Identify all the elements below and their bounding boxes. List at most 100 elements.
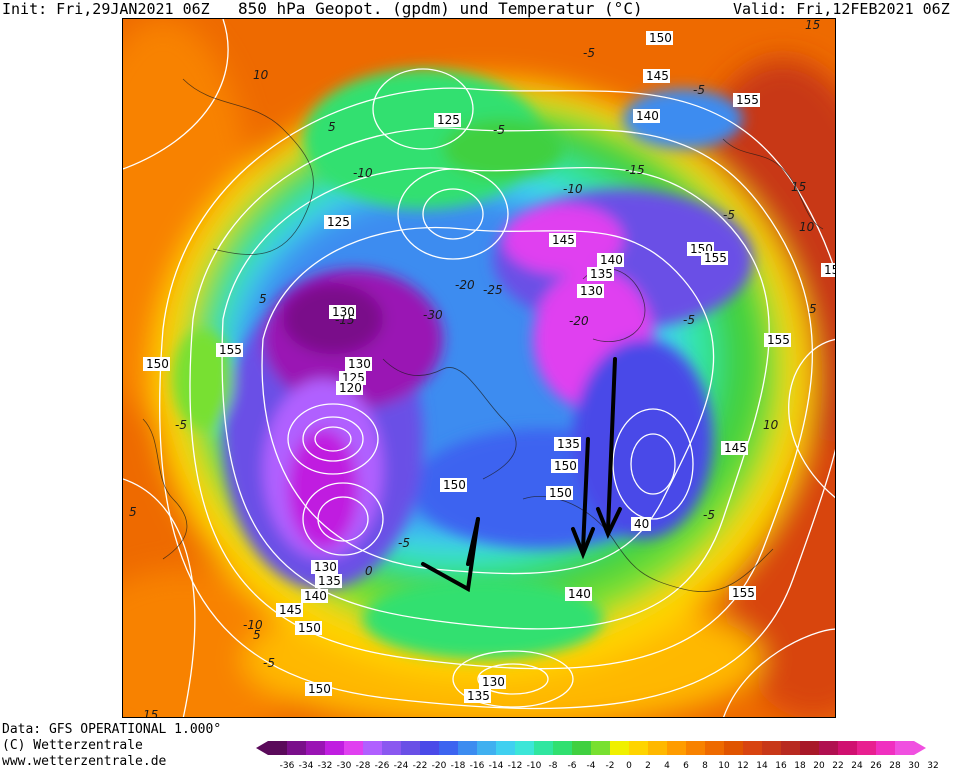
geopotential-label: 145 — [721, 441, 748, 455]
svg-text:135: 135 — [467, 689, 490, 703]
svg-text:145: 145 — [279, 603, 302, 617]
geopotential-label: 155 — [733, 93, 760, 107]
colorbar-tick-label: -34 — [299, 761, 314, 770]
geopotential-label: 130 — [577, 284, 604, 298]
svg-text:155: 155 — [219, 343, 242, 357]
colorbar-swatch — [610, 741, 629, 755]
data-source: Data: GFS OPERATIONAL 1.000° — [2, 722, 222, 737]
colorbar-tick-label: 6 — [683, 761, 689, 770]
colorbar-tick-label: -12 — [508, 761, 523, 770]
weather-map[interactable]: 150 145 155 140 125 125 145 140 150 155 135 130 130 1… — [122, 18, 836, 718]
geopotential-label: 145 — [549, 233, 576, 247]
colorbar-tick-label: 22 — [832, 761, 843, 770]
colorbar-tick-label: 20 — [813, 761, 825, 770]
colorbar-tick-label: 16 — [775, 761, 787, 770]
colorbar-swatch — [420, 741, 439, 755]
valid-time: Valid: Fri,12FEB2021 06Z — [733, 0, 950, 18]
colorbar-tick-label: 24 — [851, 761, 863, 770]
svg-text:130: 130 — [332, 305, 355, 319]
svg-text:140: 140 — [600, 253, 623, 267]
svg-text:135: 135 — [590, 267, 613, 281]
colorbar-swatch — [534, 741, 553, 755]
svg-text:145: 145 — [552, 233, 575, 247]
geopotential-labels: 1501451551401251251451401501551351301301… — [143, 31, 836, 703]
colorbar-swatch — [629, 741, 648, 755]
colorbar-swatch — [648, 741, 667, 755]
geopotential-label: 150 — [295, 621, 322, 635]
temperature-isotherm-label: 10 — [763, 418, 779, 432]
colorbar-tick-label: -32 — [318, 761, 333, 770]
colorbar-swatch — [800, 741, 819, 755]
geopotential-label: 130 — [329, 305, 356, 319]
geopotential-label: 130 — [479, 675, 506, 689]
temperature-isotherm-label: -30 — [423, 308, 443, 322]
temperature-isotherm-label: 5 — [809, 302, 817, 316]
geopotential-label: 125 — [324, 215, 351, 229]
svg-text:150: 150 — [649, 31, 672, 45]
temperature-isotherm-label: -15 — [335, 313, 355, 327]
temperature-colorbar: -36 -34 -32 -30 -28 -26 -24 -22 -20 -18 -16 -14 -12-… — [256, 741, 939, 770]
geopotential-label: 140 — [633, 109, 660, 123]
svg-text:40: 40 — [634, 517, 649, 531]
svg-text:125: 125 — [437, 113, 460, 127]
colorbar-tick-label: 18 — [794, 761, 806, 770]
svg-text:155: 155 — [767, 333, 790, 347]
svg-text:150: 150 — [146, 357, 169, 371]
temperature-isotherm-label: -5 — [263, 656, 275, 670]
svg-text:130: 130 — [314, 560, 337, 574]
colorbar-swatch — [838, 741, 857, 755]
colorbar-swatch — [895, 741, 914, 755]
website-link[interactable]: www.wetterzentrale.de — [2, 754, 167, 769]
temperature-isotherm-label: -25 — [483, 283, 503, 297]
svg-text:150: 150 — [554, 459, 577, 473]
temperature-isotherm-label: -10 — [243, 618, 263, 632]
svg-text:140: 140 — [636, 109, 659, 123]
colorbar-swatch — [762, 741, 781, 755]
colorbar-tick-label: -10 — [527, 761, 542, 770]
temperature-isotherm-label: -5 — [723, 208, 735, 222]
colorbar-tick-label: 4 — [664, 761, 670, 770]
colorbar-tick-label: 14 — [756, 761, 768, 770]
geopotential-label: 150 — [551, 459, 578, 473]
colorbar-tick-label: 28 — [889, 761, 901, 770]
colorbar-swatch — [591, 741, 610, 755]
colorbar-swatch — [819, 741, 838, 755]
colorbar-swatch — [572, 741, 591, 755]
geopotential-label: 155 — [216, 343, 243, 357]
colorbar-swatch — [306, 741, 325, 755]
geopotential-label: 135 — [587, 267, 614, 281]
svg-text:15: 15 — [824, 263, 836, 277]
temperature-isotherm-label: 5 — [259, 292, 267, 306]
temperature-isotherm-label: 15 — [805, 19, 820, 32]
svg-text:150: 150 — [549, 486, 572, 500]
colorbar-tick-label: -18 — [451, 761, 466, 770]
geopotential-label: 15 — [821, 263, 836, 277]
colorbar-swatch — [743, 741, 762, 755]
geopotential-label: 155 — [701, 251, 728, 265]
geopotential-label: 155 — [729, 586, 756, 600]
colorbar-tick-label: -16 — [470, 761, 485, 770]
colorbar-tick-label: -14 — [489, 761, 504, 770]
temperature-isotherm-label: 0 — [365, 564, 373, 578]
colorbar-tick-label: 10 — [718, 761, 730, 770]
colorbar-swatch — [363, 741, 382, 755]
svg-text:130: 130 — [482, 675, 505, 689]
geopotential-label: 140 — [597, 253, 624, 267]
temperature-isotherm-label: 5 — [253, 628, 261, 642]
geopotential-label: 150 — [646, 31, 673, 45]
colorbar-tick-label: -28 — [356, 761, 371, 770]
geopotential-label: 140 — [565, 587, 592, 601]
colorbar-swatch — [686, 741, 705, 755]
colorbar-tick-label: -6 — [568, 761, 577, 770]
temperature-isotherm-label: -5 — [683, 313, 695, 327]
copyright: (C) Wetterzentrale — [2, 738, 143, 753]
colorbar-swatch — [553, 741, 572, 755]
temperature-isotherm-label: -5 — [703, 508, 715, 522]
colorbar-tick-label: 12 — [737, 761, 748, 770]
geopotential-label: 135 — [464, 689, 491, 703]
colorbar-tick-label: 32 — [927, 761, 938, 770]
colorbar-tick-label: -8 — [549, 761, 558, 770]
temperature-isotherm-label: -20 — [569, 314, 589, 328]
temperature-isotherm-label: 10 — [799, 220, 815, 234]
